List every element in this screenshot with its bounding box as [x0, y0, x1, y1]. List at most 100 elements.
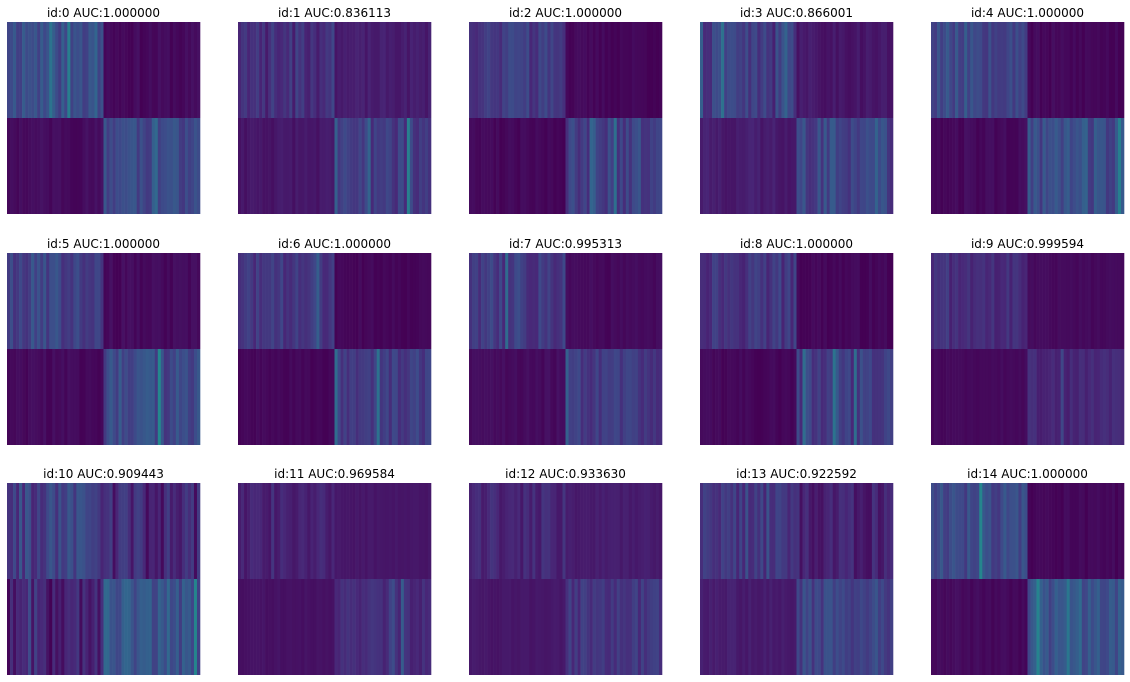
heatmap-cell: [73, 579, 77, 675]
heatmap-cell: [706, 118, 710, 214]
heatmap-cell: [361, 349, 365, 445]
heatmap-cell: [373, 483, 378, 579]
heatmap-cell: [820, 349, 824, 445]
heatmap-cell: [544, 579, 548, 675]
heatmap-cell: [520, 483, 524, 579]
heatmap-cell: [355, 483, 359, 579]
heatmap-cell: [481, 118, 485, 214]
block-bottom-left: [238, 118, 335, 214]
heatmap-cell: [292, 22, 296, 118]
heatmap-cell: [187, 118, 192, 214]
heatmap-cell: [190, 118, 195, 214]
heatmap-cell: [952, 349, 956, 445]
heatmap-cell: [772, 579, 776, 675]
heatmap-cell: [370, 118, 375, 214]
heatmap-cell: [736, 118, 740, 214]
heatmap-cell: [739, 253, 743, 349]
heatmap-cell: [373, 253, 378, 349]
heatmap-cell: [619, 118, 624, 214]
heatmap-cell: [655, 483, 660, 579]
heatmap-cell: [523, 22, 527, 118]
heatmap-cell: [517, 118, 521, 214]
heatmap-cell: [613, 349, 618, 445]
heatmap-cell: [538, 118, 542, 214]
heatmap-cell: [529, 579, 533, 675]
heatmap-cell: [1039, 118, 1043, 214]
heatmap-cell: [982, 22, 986, 118]
heatmap-cell: [37, 253, 41, 349]
heatmap-cell: [964, 579, 968, 675]
heatmap-cell: [637, 118, 642, 214]
heatmap-cell: [649, 22, 654, 118]
heatmap-cell: [352, 118, 356, 214]
heatmap-cell: [952, 22, 956, 118]
heatmap-cell: [823, 349, 827, 445]
block-top-right: [103, 253, 201, 349]
heatmap-cell: [259, 579, 263, 675]
heatmap-cell: [394, 349, 399, 445]
heatmap-cell: [172, 483, 177, 579]
heatmap-cell: [160, 22, 165, 118]
heatmap-cell: [85, 118, 89, 214]
heatmap-cell: [1075, 253, 1080, 349]
heatmap-cell: [712, 253, 716, 349]
heatmap-cell: [1093, 118, 1098, 214]
heatmap-cell: [1072, 349, 1077, 445]
heatmap-cell: [733, 253, 737, 349]
heatmap-cell: [241, 483, 245, 579]
heatmap-cell: [703, 118, 707, 214]
heatmap-cell: [193, 483, 198, 579]
heatmap-cell: [514, 483, 518, 579]
heatmap-cell: [592, 483, 596, 579]
heatmap-cell: [112, 253, 116, 349]
heatmap-cell: [193, 349, 198, 445]
heatmap-cell: [136, 118, 140, 214]
heatmap-cell: [307, 349, 311, 445]
heatmap-cell: [1027, 118, 1031, 214]
panel-title-9: id:9 AUC:0.999594: [971, 237, 1084, 251]
heatmap-cell: [178, 349, 183, 445]
heatmap-cell: [631, 483, 636, 579]
block-bottom-right: [796, 349, 894, 445]
heatmap-cell: [946, 22, 950, 118]
heatmap-cell: [475, 349, 479, 445]
heatmap-cell: [331, 483, 335, 579]
heatmap-cell: [769, 118, 773, 214]
heatmap-cell: [79, 349, 83, 445]
heatmap-cell: [580, 22, 584, 118]
heatmap-cell: [1012, 483, 1016, 579]
heatmap-cell: [856, 253, 861, 349]
heatmap-cell: [265, 118, 269, 214]
heatmap-cell: [652, 579, 657, 675]
heatmap-cell: [496, 483, 500, 579]
heatmap-cell: [127, 483, 131, 579]
heatmap-cell: [577, 483, 581, 579]
heatmap-cell: [79, 253, 83, 349]
heatmap-cell: [298, 483, 302, 579]
heatmap-cell: [817, 349, 821, 445]
heatmap-cell: [406, 349, 411, 445]
heatmap-cell: [52, 118, 56, 214]
heatmap-cell: [304, 483, 308, 579]
heatmap-cell: [1024, 349, 1028, 445]
block-top-left: [7, 253, 104, 349]
heatmap-cell: [250, 349, 254, 445]
heatmap-cell: [1015, 349, 1019, 445]
heatmap-cell: [313, 22, 317, 118]
heatmap-cell: [184, 253, 189, 349]
heatmap-cell: [346, 22, 350, 118]
block-bottom-left: [700, 349, 797, 445]
heatmap-cell: [1015, 579, 1019, 675]
heatmap-cell: [244, 483, 248, 579]
heatmap-cell: [592, 253, 596, 349]
heatmap-cell: [721, 579, 725, 675]
heatmap-cell: [1045, 349, 1049, 445]
heatmap-cell: [55, 483, 59, 579]
heatmap-cell: [787, 349, 791, 445]
heatmap-cell: [751, 483, 755, 579]
heatmap-cell: [289, 253, 293, 349]
heatmap-cell: [535, 118, 539, 214]
heatmap-cell: [247, 349, 251, 445]
heatmap-cell: [562, 118, 566, 214]
heatmap-cell: [40, 579, 44, 675]
